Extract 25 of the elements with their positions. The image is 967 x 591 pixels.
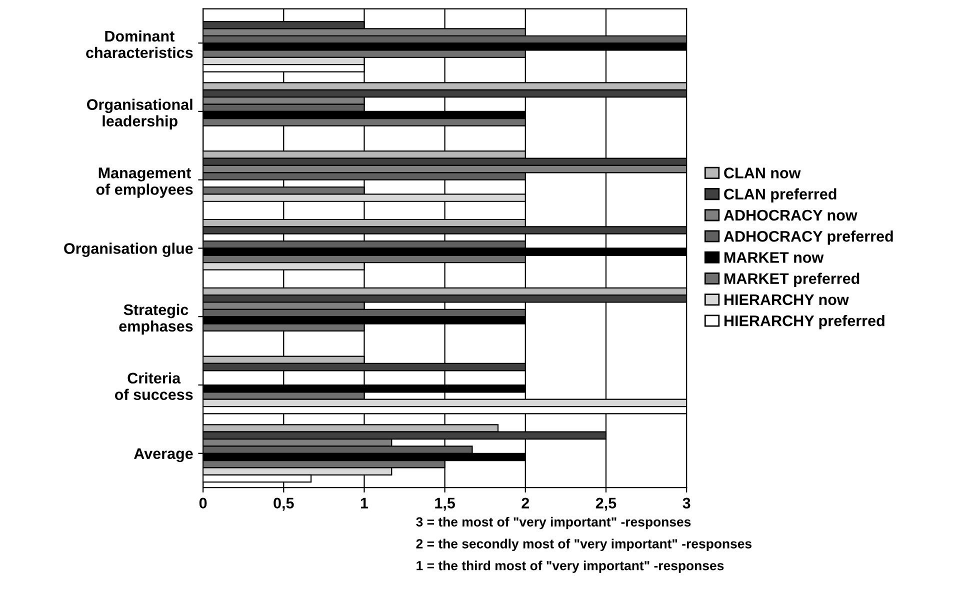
y-tick-label: Criteria of success <box>114 372 193 400</box>
text: 1 = the third most of "very important" -responses <box>416 560 724 573</box>
x-tick-label: 0,5 <box>274 498 294 511</box>
legend-label: ADHOCRACY preferred <box>724 230 893 245</box>
y-tick-label: Organisational leadership <box>87 98 192 130</box>
y-tick-label: Strategic emphases <box>119 304 193 335</box>
text: 3 = the most of "very important" -responses <box>416 516 691 530</box>
y-tick-label: Dominant characteristics <box>86 30 193 58</box>
legend-label: HIERARCHY preferred <box>724 315 884 330</box>
x-tick-label: 0 <box>199 498 207 509</box>
y-tick-label: Average <box>134 448 193 462</box>
legend-label: ADHOCRACY now <box>724 210 858 221</box>
x-tick-label: 2,5 <box>596 498 616 511</box>
legend-label: MARKET preferred <box>724 272 860 288</box>
x-tick-label: 1,5 <box>435 498 456 511</box>
legend-label: HIERARCHY now <box>724 294 849 306</box>
y-tick-label: Organisation glue <box>64 242 193 257</box>
text: 2 = the secondly most of "very important" -responses <box>416 538 752 552</box>
legend-label: MARKET now <box>724 252 824 263</box>
y-tick-label: Management of employees <box>96 168 193 198</box>
x-tick-label: 2 <box>522 498 530 508</box>
legend-label: CLAN now <box>724 168 801 178</box>
legend-label: CLAN preferred <box>724 188 836 203</box>
x-tick-label: 3 <box>682 498 690 509</box>
x-tick-label: 1 <box>360 498 368 508</box>
